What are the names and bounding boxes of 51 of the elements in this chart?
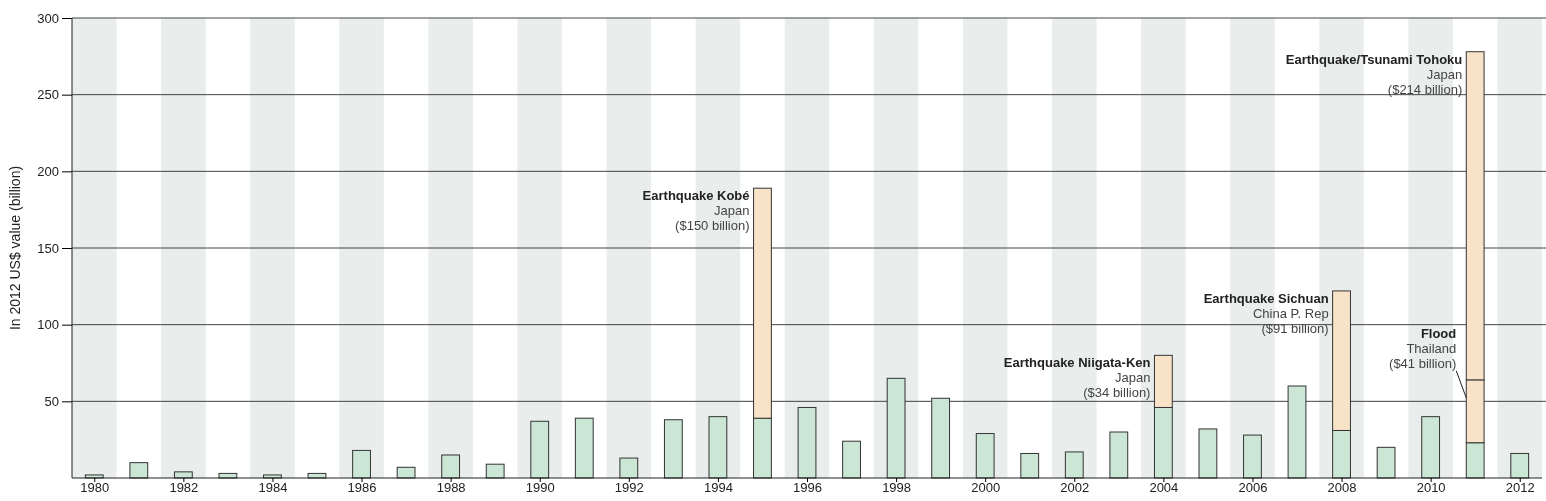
- y-tick-label: 300: [37, 10, 59, 26]
- annotation: Earthquake Niigata-Ken Japan ($34 billion): [1003, 355, 1151, 401]
- x-tick-label: 2002: [1060, 479, 1090, 495]
- bar: [1243, 434, 1262, 479]
- x-tick-label: 2012: [1505, 479, 1535, 495]
- bar: [1109, 431, 1129, 479]
- bar: [574, 417, 594, 479]
- x-tick-label: 2000: [971, 479, 1001, 495]
- bar: [1376, 446, 1396, 479]
- x-tick-label: 1984: [258, 479, 288, 495]
- x-tick-label: 1998: [882, 479, 912, 495]
- y-tick-label: 50: [44, 393, 59, 409]
- x-tick-label: 1990: [525, 479, 555, 495]
- bar: [129, 462, 149, 479]
- bar: [886, 377, 906, 479]
- y-axis-title: In 2012 US$ value (billion): [7, 165, 23, 331]
- annotation: Earthquake Kobé Japan ($150 billion): [642, 188, 750, 234]
- y-tick-label: 150: [37, 240, 59, 256]
- bar: [931, 397, 951, 479]
- x-tick-label: 1996: [793, 479, 822, 495]
- bar: [1064, 451, 1084, 479]
- bar: [1020, 452, 1040, 479]
- x-tick-label: 1994: [703, 479, 733, 495]
- bar: [663, 419, 683, 479]
- bar: [1198, 428, 1218, 479]
- bar: [975, 433, 995, 479]
- x-tick-label: 2008: [1327, 479, 1357, 495]
- y-tick-label: 250: [37, 87, 59, 103]
- bar: [1287, 385, 1307, 479]
- x-tick-label: 2004: [1149, 479, 1179, 495]
- annotation: Earthquake Sichuan China P. Rep ($91 billion): [1203, 290, 1329, 336]
- y-tick-label: 100: [37, 317, 59, 333]
- bar: [530, 420, 550, 479]
- x-tick-label: 1988: [436, 479, 466, 495]
- annotation: Flood Thailand ($41 billion): [1389, 325, 1457, 371]
- x-tick-label: 1980: [80, 479, 110, 495]
- bar: [797, 406, 817, 479]
- bar: [1510, 452, 1530, 479]
- x-tick-label: 2006: [1238, 479, 1268, 495]
- bar: [842, 440, 861, 479]
- x-tick-label: 2010: [1416, 479, 1446, 495]
- bar: [619, 457, 639, 479]
- x-tick-label: 1986: [347, 479, 377, 495]
- bar: [441, 454, 461, 479]
- bar: [352, 449, 371, 479]
- x-tick-label: 1982: [169, 479, 199, 495]
- y-tick-label: 200: [37, 163, 59, 179]
- bar: [708, 416, 728, 479]
- x-tick-label: 1992: [614, 479, 644, 495]
- bar: [1421, 416, 1441, 479]
- annotation: Earthquake/Tsunami Tohoku Japan ($214 billion): [1285, 51, 1463, 97]
